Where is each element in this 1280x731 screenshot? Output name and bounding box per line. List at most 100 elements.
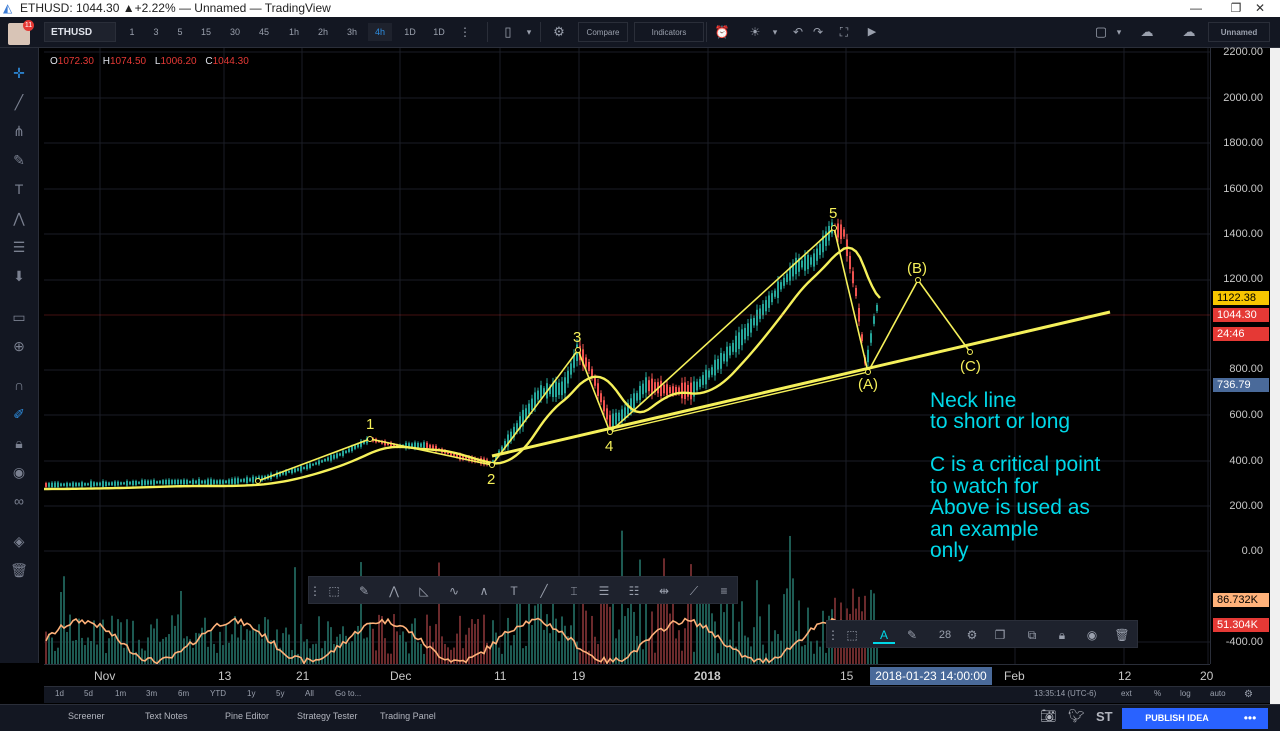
tab-text-notes[interactable]: Text Notes [145,711,188,721]
twitter-icon[interactable]: 🐦︎ [1068,708,1085,723]
abc-correction-icon[interactable]: ∧ [479,584,489,598]
redo-icon[interactable]: ↷ [812,25,824,39]
chevron-down-icon[interactable]: ▾ [772,27,778,37]
interval-1m[interactable]: 1 [129,27,135,37]
tab-screener[interactable]: Screener [68,711,105,721]
ruler-icon[interactable]: ▭ [12,309,26,325]
settings-gear-icon[interactable]: ⚙ [966,628,978,642]
close-button[interactable]: ✕ [1254,1,1266,15]
template-icon[interactable]: ⬚ [846,628,858,642]
elliott-wave-icon[interactable]: ∿ [448,584,460,598]
rectangle-tool-icon[interactable]: ⬚ [328,584,340,598]
stay-in-drawing-mode-icon[interactable]: ✐ [13,406,25,422]
brush-icon[interactable]: ✎ [13,152,25,168]
candles-icon[interactable]: ▯ [504,24,512,39]
clone-icon[interactable]: ❐ [994,628,1006,642]
price-axis[interactable]: 2200.00 2000.00 1800.00 1600.00 1400.00 … [1210,46,1271,664]
text-tool-icon[interactable]: T [510,584,518,598]
font-size-select[interactable]: 28 [938,629,952,641]
fib-time-icon[interactable]: ≡ [720,584,728,598]
publish-idea-button[interactable]: PUBLISH IDEA [1122,708,1232,729]
hide-drawing-icon[interactable]: ◉ [1086,628,1098,642]
minimize-button[interactable]: — [1190,1,1202,15]
fib-fan-icon[interactable]: ⟋ [689,584,699,598]
interval-4h[interactable]: 4h [368,23,392,41]
visual-order-icon[interactable]: ⧉ [1027,628,1037,642]
range-6m[interactable]: 6m [178,689,190,698]
go-to-date-button[interactable]: Go to... [335,689,362,698]
compare-button[interactable]: Compare [578,22,628,42]
alert-icon[interactable]: ⏰ [714,25,730,39]
text-icon[interactable]: T [14,181,24,197]
range-3m[interactable]: 3m [146,689,158,698]
layout-select-icon[interactable]: ▢ [1094,24,1108,39]
link-icon[interactable]: ∞ [14,493,24,509]
eye-icon[interactable]: ◉ [12,464,26,480]
interval-more-icon[interactable]: ⋮ [459,25,471,39]
stocktwits-button[interactable]: ST [1096,709,1113,724]
tab-pine-editor[interactable]: Pine Editor [225,711,270,721]
settings-gear-icon[interactable]: ⚙ [1244,689,1253,700]
zoom-in-icon[interactable]: ⊕ [13,338,25,354]
delete-drawing-icon[interactable]: 🗑︎ [1114,628,1130,642]
ext-toggle[interactable]: ext [1121,689,1132,698]
indicators-button[interactable]: Indicators [634,22,704,42]
drag-handle-icon[interactable]: ⋮ [309,584,321,598]
brush-tool-icon[interactable]: ✎ [358,584,370,598]
magnet-icon[interactable]: ∩ [13,377,25,393]
range-5y[interactable]: 5y [276,689,285,698]
interval-30m[interactable]: 30 [229,27,240,37]
cloud-icon[interactable]: ☁ [1140,24,1154,39]
range-all[interactable]: All [305,689,314,698]
more-options-icon[interactable]: ••• [1232,708,1268,729]
range-icon[interactable]: ⇹ [658,584,670,598]
trash-icon[interactable]: 🗑︎ [10,562,28,578]
layout-name-button[interactable]: Unnamed [1208,22,1270,42]
range-5d[interactable]: 5d [84,689,93,698]
interval-1d-alt[interactable]: 1D [433,27,445,37]
crosshair-icon[interactable]: ✛ [13,65,25,81]
log-toggle[interactable]: log [1180,689,1191,698]
interval-15m[interactable]: 15 [200,27,211,37]
prediction-icon[interactable]: ☰ [12,239,26,255]
maximize-button[interactable]: ❐ [1230,1,1242,15]
settings-gear-icon[interactable]: ⚙ [553,24,565,39]
chart-pane[interactable] [43,48,1210,665]
interval-1h[interactable]: 1h [288,27,299,37]
tab-trading-panel[interactable]: Trading Panel [380,711,436,721]
interval-3h[interactable]: 3h [346,27,357,37]
time-axis[interactable]: Nov 13 21 Dec 11 19 2018 15 Feb 12 20 20… [44,664,1213,687]
arrow-down-icon[interactable]: ⬇ [13,268,25,284]
interval-2h[interactable]: 2h [317,27,328,37]
tab-strategy-tester[interactable]: Strategy Tester [297,711,358,721]
interval-5m[interactable]: 5 [177,27,183,37]
range-1m[interactable]: 1m [115,689,127,698]
percent-toggle[interactable]: % [1154,689,1162,698]
line-tool-icon[interactable]: ╱ [540,584,548,598]
range-1y[interactable]: 1y [247,689,256,698]
lock-drawing-icon[interactable]: 🔒︎ [1058,628,1066,642]
abcd-pattern-icon[interactable]: ⋀ [389,584,399,598]
range-1d[interactable]: 1d [55,689,64,698]
pattern-icon[interactable]: ⋀ [13,210,25,226]
avatar[interactable]: 11 [8,20,34,45]
drag-handle-icon[interactable]: ⋮ [827,628,839,642]
cloud-upload-icon[interactable]: ☁ [1182,24,1196,39]
symbol-search-input[interactable]: ETHUSD [44,22,116,42]
chevron-down-icon[interactable]: ▾ [526,27,532,37]
fib-retracement-icon[interactable]: ☰ [598,584,610,598]
fullscreen-icon[interactable]: ⛶ [839,25,849,39]
triangle-pattern-icon[interactable]: ◺ [419,584,429,598]
interval-45m[interactable]: 45 [258,27,269,37]
camera-icon[interactable]: 📷︎ [1040,708,1057,723]
trend-line-icon[interactable]: ╱ [14,94,24,110]
measure-icon[interactable]: ⌶ [570,584,578,598]
range-ytd[interactable]: YTD [210,689,226,698]
pencil-color-icon[interactable]: ✎ [906,628,918,642]
interval-3m[interactable]: 3 [153,27,159,37]
play-icon[interactable]: ▶ [867,26,877,38]
layers-icon[interactable]: ◈ [13,533,25,549]
interval-1d[interactable]: 1D [404,27,416,37]
auto-toggle[interactable]: auto [1210,689,1226,698]
chevron-down-icon[interactable]: ▾ [1116,27,1122,37]
